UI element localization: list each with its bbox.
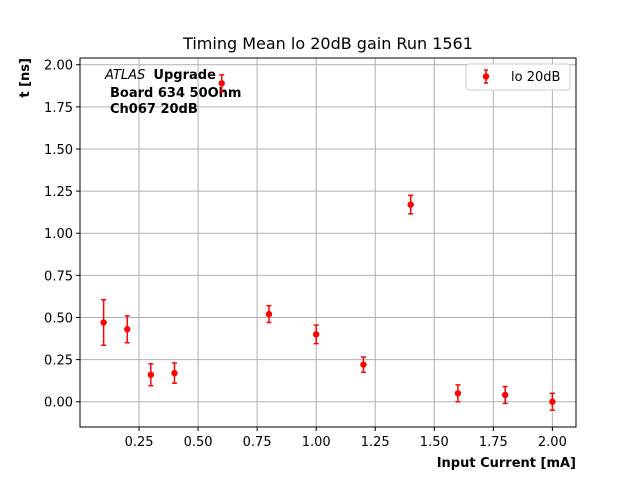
y-tick-label: 1.25 [44,185,73,200]
annotation-line2: Board 634 50Ohm [110,86,241,101]
point-marker [124,326,131,333]
point-marker [100,319,107,326]
point-marker [265,310,273,318]
atlas-label: ATLAS [104,68,145,83]
y-tick-label: 1.75 [44,101,73,116]
data-point [501,385,509,405]
point-marker [147,371,155,378]
data-point [147,363,155,387]
point-marker [218,80,225,87]
y-tick-label: 1.00 [44,227,73,242]
y-tick-label: 0.75 [44,269,73,284]
x-axis: 0.25 0.50 0.75 1.00 1.25 1.50 1.75 2.00 [125,427,567,450]
data-point [360,356,367,373]
point-marker [312,331,320,338]
x-tick-label: 1.50 [420,435,449,450]
data-point [312,324,320,345]
point-marker [454,390,462,397]
y-tick-label: 0.25 [44,354,73,369]
point-marker [407,201,414,208]
x-tick-label: 0.75 [243,435,272,450]
y-axis: 0.00 0.25 0.50 0.75 1.00 1.25 1.50 1.75 2.00 [44,59,80,411]
data-point [171,362,178,384]
legend-marker [482,73,490,80]
y-tick-label: 1.50 [44,143,73,158]
annotation-line1: ATLAS Upgrade [104,68,216,83]
data-point [454,384,462,403]
point-marker [171,369,178,377]
data-point [218,74,225,93]
x-tick-label: 0.25 [125,435,154,450]
data-point [124,315,131,344]
grid-lines [80,58,576,427]
legend-box [465,63,571,91]
y-tick-label: 0.00 [44,396,73,411]
data-point [549,392,556,411]
annotation-line3: Ch067 20dB [110,102,198,117]
point-marker [549,398,556,405]
point-marker [360,361,367,368]
upgrade-label: Upgrade [153,68,216,83]
x-tick-label: 1.00 [302,435,331,450]
legend-label: lo 20dB [511,70,560,85]
point-marker [501,391,509,399]
x-tick-label: 2.00 [538,435,567,450]
y-tick-label: 0.50 [44,311,73,326]
data-point [100,299,107,347]
data-point [407,194,414,215]
x-tick-label: 0.50 [184,435,213,450]
plot-frame [79,57,577,428]
data-series [100,74,556,411]
legend: lo 20dB [465,63,571,91]
x-tick-label: 1.75 [479,435,508,450]
x-tick-label: 1.25 [361,435,390,450]
chart-title: Timing Mean lo 20dB gain Run 1561 [182,34,473,53]
x-axis-label: Input Current [mA] [437,456,576,471]
y-axis-label: t [ns] [18,58,33,98]
y-tick-label: 2.00 [44,59,73,74]
data-point [265,304,273,324]
